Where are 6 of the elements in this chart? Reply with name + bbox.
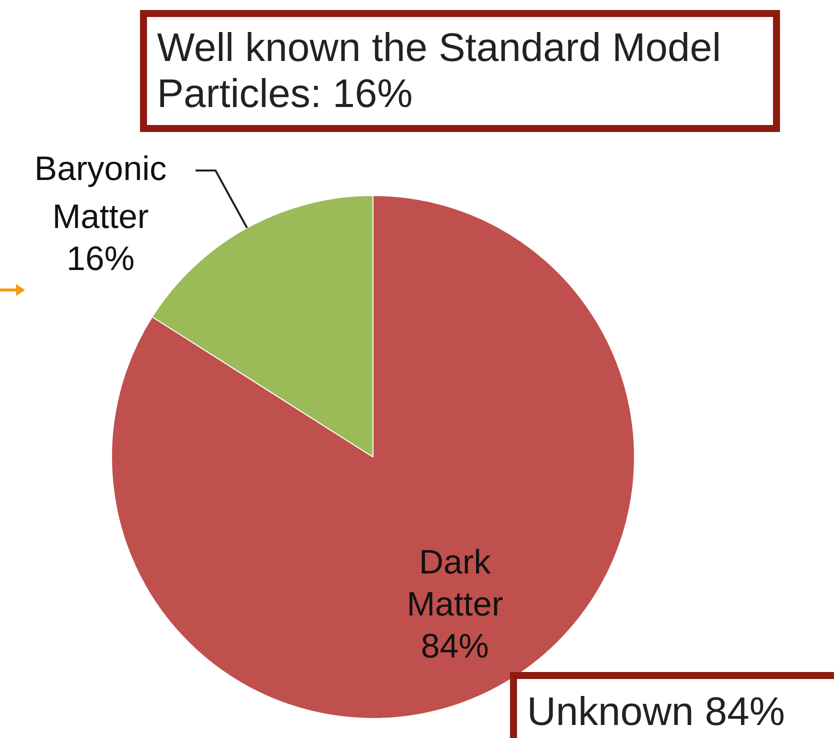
text: Well known the Standard Model Particles: 16%: [140, 10, 780, 132]
data-label: 16%: [66, 240, 135, 278]
text: Unknown 84%: [510, 672, 834, 738]
data-label: 84%: [420, 627, 489, 666]
slice-label: Baryonic Matter: [34, 150, 167, 236]
slice-label: Dark Matter: [406, 543, 504, 624]
